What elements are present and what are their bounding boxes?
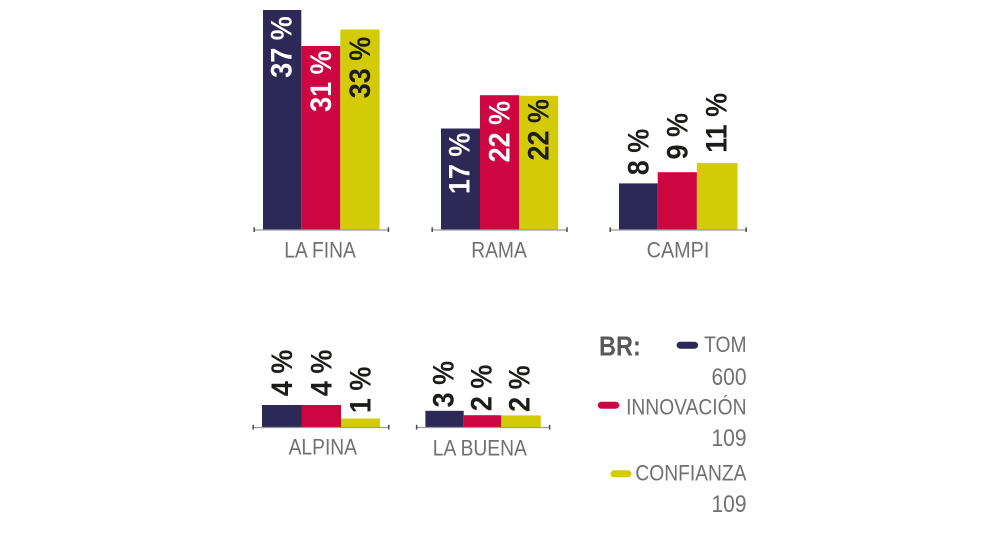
svg-text:CONFIANZA: CONFIANZA — [635, 461, 746, 485]
svg-text:31 %: 31 % — [305, 50, 339, 111]
svg-text:RAMA: RAMA — [471, 238, 527, 262]
svg-text:3 %: 3 % — [427, 361, 461, 407]
svg-text:1 %: 1 % — [344, 367, 378, 413]
svg-text:22 %: 22 % — [522, 99, 556, 160]
svg-text:8 %: 8 % — [622, 129, 656, 175]
svg-text:11 %: 11 % — [700, 93, 734, 153]
svg-text:2 %: 2 % — [465, 365, 499, 411]
svg-text:2 %: 2 % — [503, 365, 537, 411]
svg-text:LA FINA: LA FINA — [284, 238, 356, 262]
svg-text:INNOVACIÓN: INNOVACIÓN — [626, 395, 746, 419]
svg-text:17 %: 17 % — [443, 133, 477, 194]
svg-text:22 %: 22 % — [483, 101, 517, 162]
svg-text:BR:: BR: — [599, 332, 641, 362]
svg-text:37 %: 37 % — [265, 16, 299, 77]
svg-text:600: 600 — [711, 364, 746, 391]
svg-text:TOM: TOM — [704, 333, 746, 357]
svg-text:LA BUENA: LA BUENA — [433, 436, 527, 460]
svg-text:9 %: 9 % — [661, 113, 695, 159]
svg-text:4 %: 4 % — [265, 350, 299, 396]
svg-text:33 %: 33 % — [344, 37, 378, 98]
svg-text:4 %: 4 % — [305, 350, 339, 396]
svg-text:CAMPI: CAMPI — [647, 239, 710, 263]
svg-text:109: 109 — [711, 491, 746, 518]
svg-text:ALPINA: ALPINA — [289, 435, 358, 459]
svg-text:109: 109 — [711, 425, 746, 452]
